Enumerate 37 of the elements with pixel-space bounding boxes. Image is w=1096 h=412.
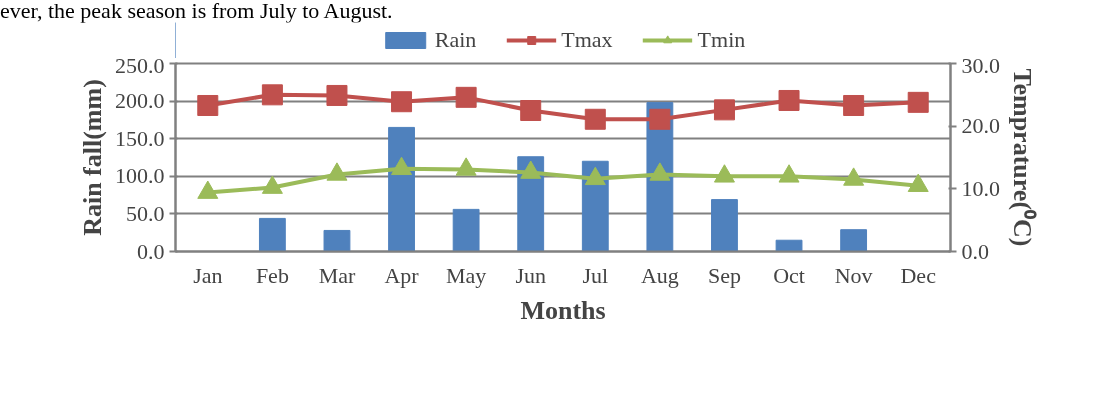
legend-label: Tmin — [697, 27, 746, 53]
x-tick-label: Feb — [255, 262, 289, 288]
x-tick-label: Apr — [384, 262, 420, 288]
x-tick-label: Jan — [193, 262, 223, 288]
y-tick-label: 200.0 — [115, 88, 165, 114]
y-axis-title: Rain fall(mm) — [78, 79, 107, 236]
y2-tick-label: 10.0 — [961, 175, 1000, 201]
bar — [840, 229, 868, 252]
y2-axis-title: Temprature(⁰C) — [1008, 68, 1037, 247]
x-tick-label: Nov — [834, 262, 873, 288]
y2-tick-label: 30.0 — [961, 52, 1000, 78]
legend-label: Rain — [434, 27, 477, 53]
bar — [258, 217, 286, 252]
bar — [775, 239, 803, 252]
x-tick-label: Oct — [773, 262, 805, 288]
y-tick-label: 0.0 — [137, 238, 165, 264]
text: ever, the peak season is from July to August. — [0, 0, 393, 23]
x-tick-label: May — [445, 262, 487, 288]
bar — [323, 229, 351, 252]
y2-tick-label: 0.0 — [961, 238, 989, 264]
x-tick-label: Sep — [707, 262, 741, 288]
x-tick-label: Jun — [515, 262, 546, 288]
y-tick-label: 150.0 — [115, 125, 165, 151]
x-tick-label: Mar — [318, 262, 356, 288]
x-tick-label: Aug — [640, 262, 679, 288]
x-tick-label: Dec — [900, 262, 937, 288]
bar — [711, 199, 738, 252]
x-tick-label: Jul — [582, 262, 609, 288]
y-tick-label: 100.0 — [115, 163, 165, 189]
x-axis-title: Months — [520, 295, 606, 325]
bar — [452, 208, 480, 252]
bar — [517, 156, 545, 252]
y-tick-label: 50.0 — [126, 200, 165, 226]
y2-tick-label: 20.0 — [961, 113, 1000, 139]
legend-label: Tmax — [561, 27, 613, 53]
y-tick-label: 250.0 — [115, 52, 165, 78]
bar — [388, 126, 415, 252]
